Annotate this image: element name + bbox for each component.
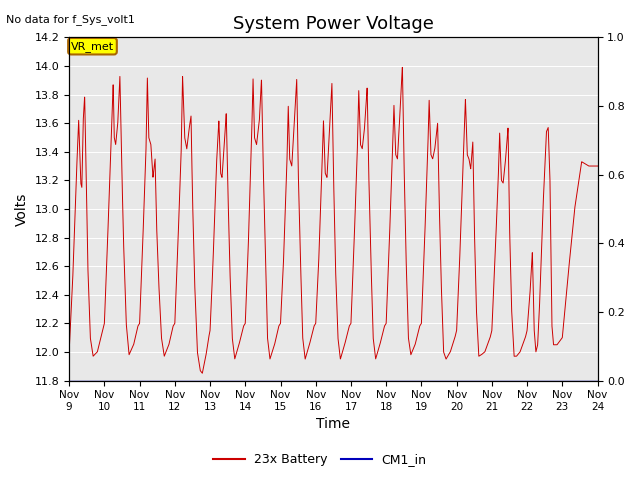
Title: System Power Voltage: System Power Voltage xyxy=(233,15,434,33)
23x Battery xyxy=(65,349,73,355)
X-axis label: Time: Time xyxy=(316,418,350,432)
Legend: 23x Battery, CM1_in: 23x Battery, CM1_in xyxy=(208,448,432,471)
Line: 23x Battery: 23x Battery xyxy=(69,67,598,373)
23x Battery xyxy=(500,174,508,180)
23x Battery xyxy=(161,351,169,357)
23x Battery xyxy=(460,145,467,151)
23x Battery xyxy=(198,371,206,376)
Text: VR_met: VR_met xyxy=(71,41,114,52)
23x Battery xyxy=(594,163,602,169)
Y-axis label: Volts: Volts xyxy=(15,192,29,226)
Text: No data for f_Sys_volt1: No data for f_Sys_volt1 xyxy=(6,14,135,25)
23x Battery xyxy=(268,352,275,358)
23x Battery xyxy=(409,347,417,353)
23x Battery xyxy=(399,64,406,70)
23x Battery xyxy=(382,321,390,326)
